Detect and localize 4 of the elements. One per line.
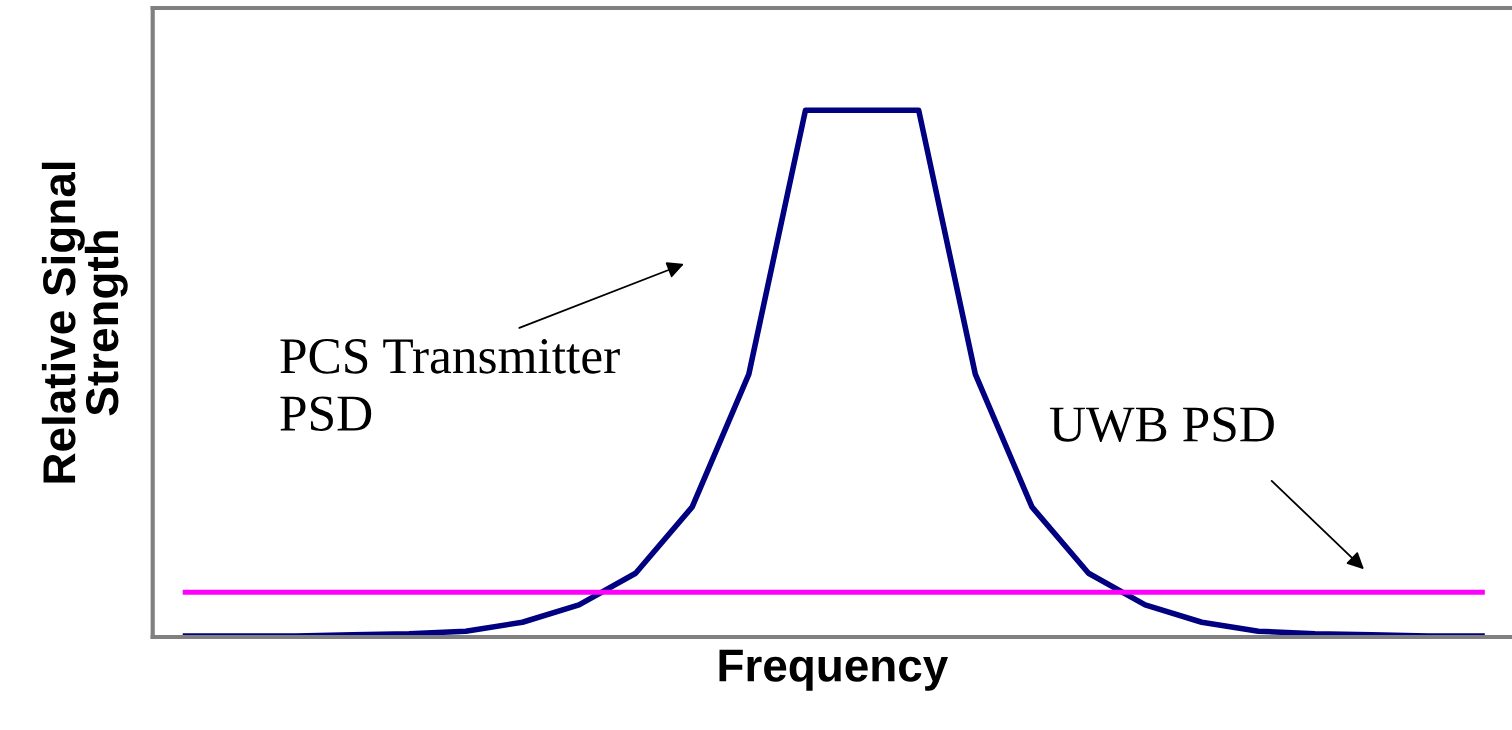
annotation: UWB PSD — [1049, 407, 1274, 443]
annotation: PCS Transmitter PSD — [280, 339, 620, 431]
x-axis-title: Frequency — [719, 649, 949, 691]
y-axis-title: Relative Signal Strength — [41, 162, 128, 483]
